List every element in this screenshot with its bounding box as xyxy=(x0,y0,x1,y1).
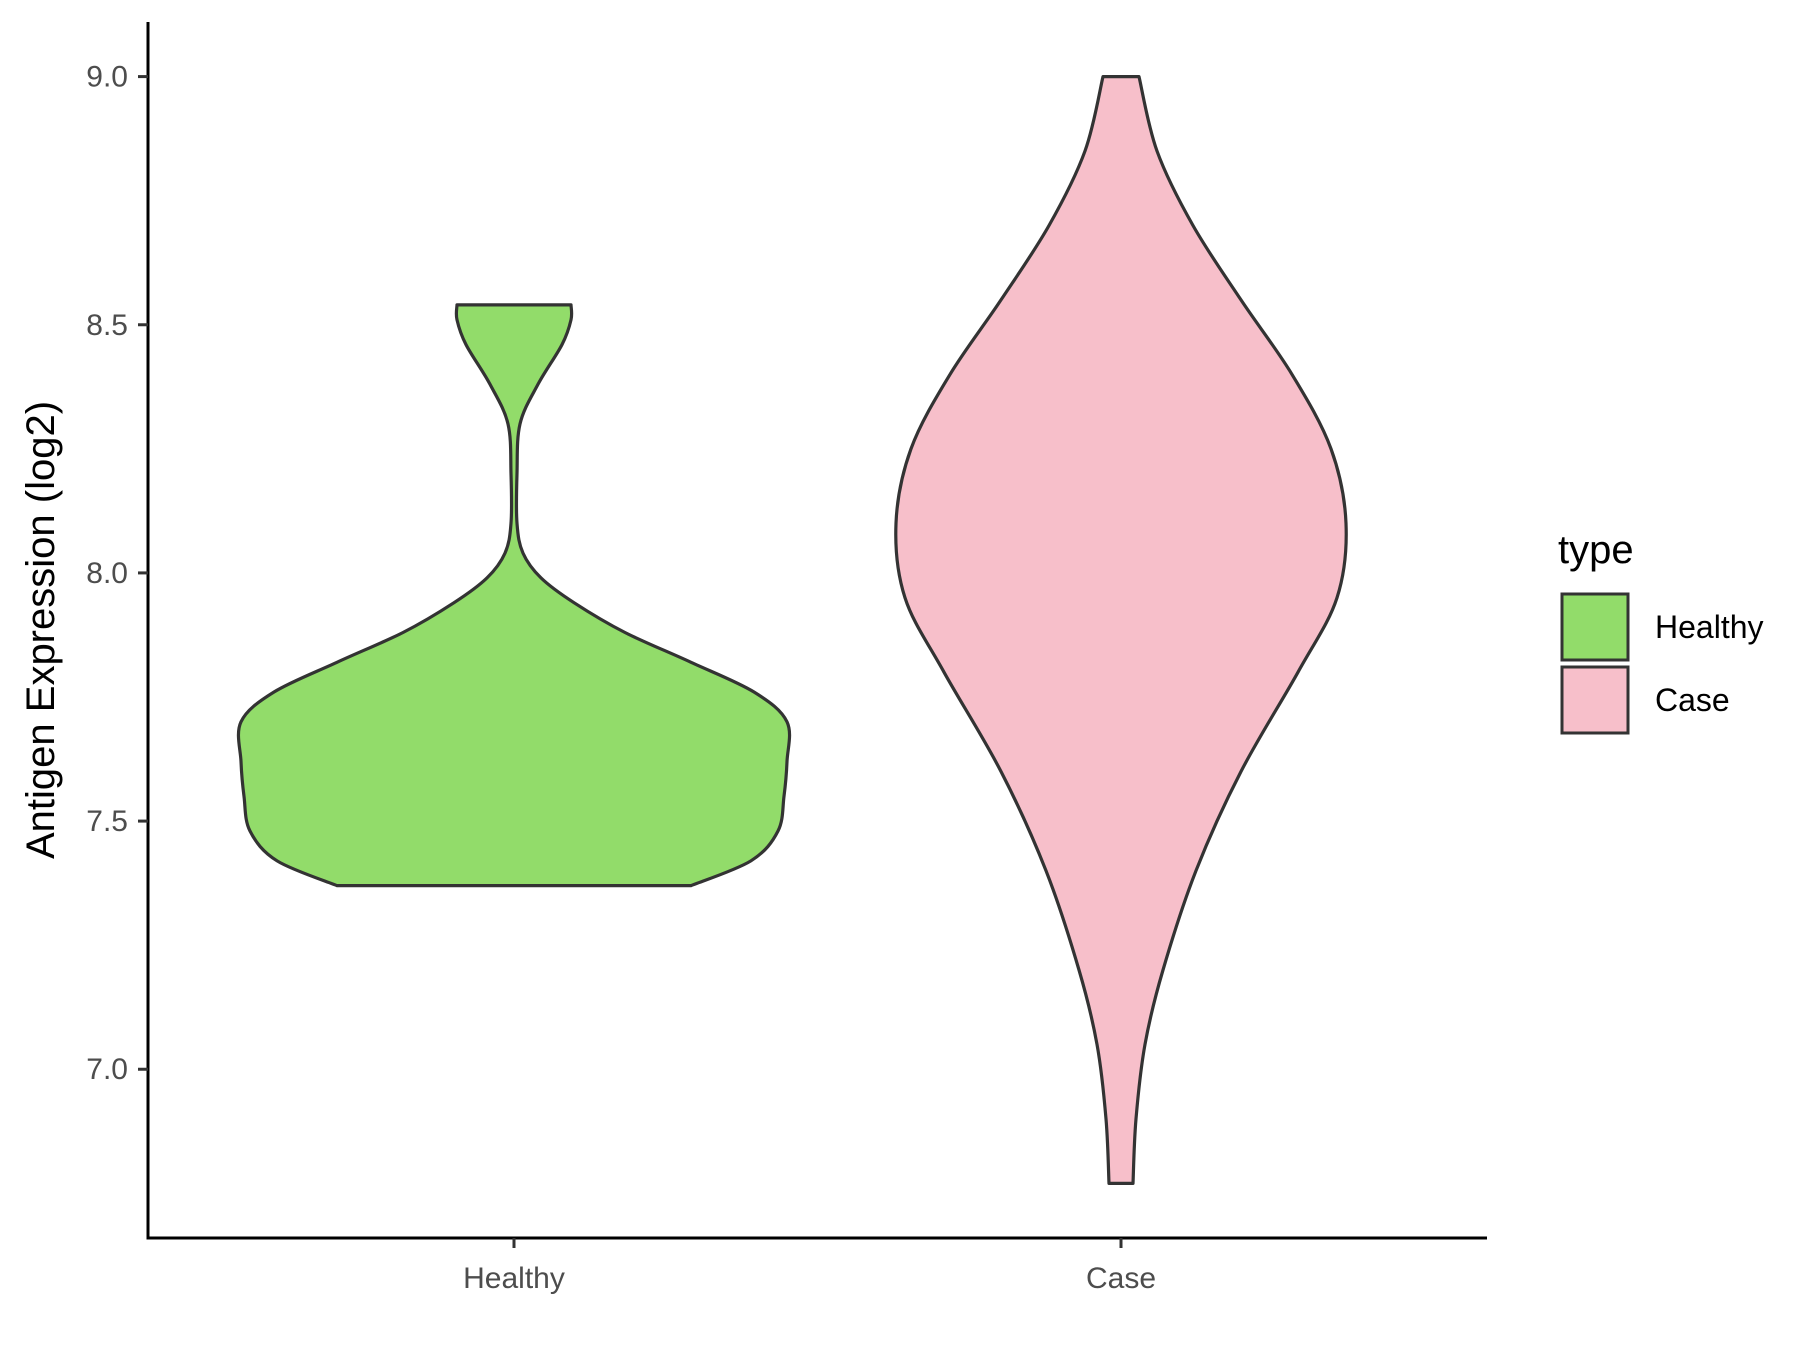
x-tick-label: Healthy xyxy=(463,1262,565,1295)
y-tick-label: 8.5 xyxy=(86,309,128,342)
legend-key-case xyxy=(1560,665,1630,735)
legend-label-case: Case xyxy=(1655,682,1730,718)
axes-layer: 7.0 7.5 8.0 8.5 9.0 Healthy Case xyxy=(86,22,1487,1295)
violin-case xyxy=(894,75,1348,1185)
y-tick-label: 7.0 xyxy=(86,1053,128,1086)
y-tick-label: 8.0 xyxy=(86,557,128,590)
legend-title: type xyxy=(1558,528,1634,572)
y-axis-title: Antigen Expression (log2) xyxy=(19,401,63,859)
legend-key-healthy xyxy=(1560,592,1630,662)
y-tick-label: 7.5 xyxy=(86,805,128,838)
legend: type Healthy Case xyxy=(1558,528,1764,735)
violins-layer xyxy=(236,75,1348,1185)
legend-label-healthy: Healthy xyxy=(1655,609,1764,645)
violin-healthy xyxy=(236,303,792,888)
y-tick-label: 9.0 xyxy=(86,61,128,94)
x-tick-label: Case xyxy=(1086,1262,1156,1295)
